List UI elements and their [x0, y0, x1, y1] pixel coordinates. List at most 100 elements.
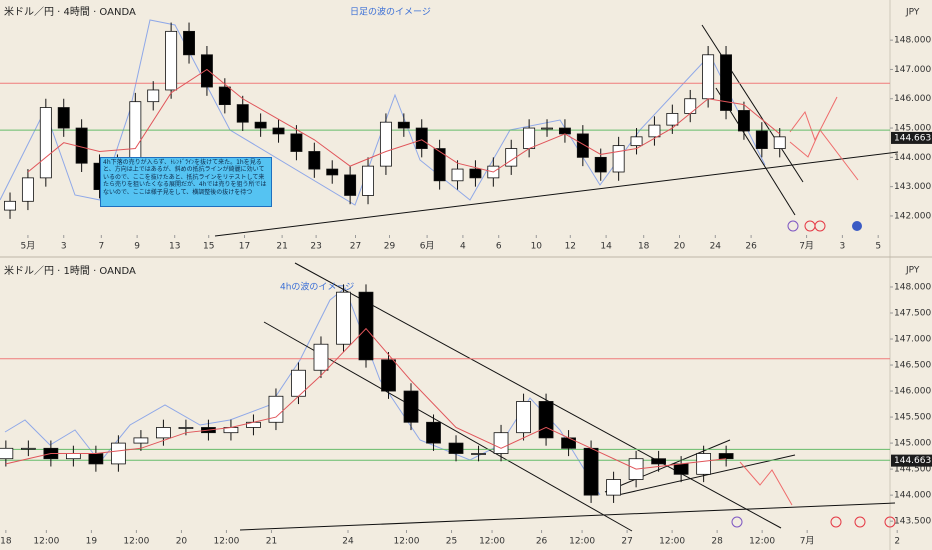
candle-body	[505, 148, 518, 167]
candle-body	[21, 177, 34, 202]
y-tick-label: 147.000	[894, 65, 931, 75]
candle-body	[362, 165, 374, 196]
x-tick-label: 7月	[800, 536, 815, 547]
candle-body	[541, 127, 553, 130]
x-tick-label: 18	[0, 537, 12, 547]
candle-body	[39, 107, 52, 179]
x-tick-label: 23	[310, 242, 321, 252]
x-tick-label: 21	[276, 242, 287, 252]
candle-body	[594, 156, 607, 173]
candle-body	[272, 127, 285, 135]
y-tick-label: 143.500	[894, 517, 931, 527]
x-tick-label: 12:00	[213, 537, 239, 547]
x-tick-label: 24	[710, 242, 722, 252]
candle-body	[156, 427, 171, 439]
candle-body	[469, 168, 482, 179]
candle-body	[129, 101, 142, 164]
candle-body	[612, 145, 625, 173]
x-tick-label: 15	[203, 242, 214, 252]
x-tick-label: 10	[531, 242, 543, 252]
candle-body	[630, 136, 643, 147]
candle-body	[516, 401, 531, 434]
candle-body	[576, 133, 589, 158]
x-tick-label: 5月	[21, 241, 36, 252]
last-price-label: 144.663	[894, 456, 931, 466]
x-tick-label: 12:00	[659, 537, 685, 547]
candle-body	[111, 442, 126, 465]
candle-body	[183, 30, 195, 56]
moving-average	[27, 68, 781, 173]
x-tick-label: 4	[460, 242, 466, 252]
last-price-marker	[891, 454, 932, 467]
x-tick-label: 7月	[799, 241, 814, 252]
candle-body	[344, 174, 357, 196]
candle-body	[254, 121, 267, 129]
moving-average	[5, 327, 727, 470]
forecast-arrow	[739, 461, 793, 506]
candle-body	[451, 168, 464, 182]
candle-body	[0, 447, 14, 460]
note-box: 4h下落の売りが入らず、ﾄﾚﾝﾄﾞﾗｲﾝを抜けて来た。1hを見ると、方向は上では…	[100, 157, 272, 207]
y-tick-label: 147.500	[894, 308, 931, 318]
candle-body	[236, 104, 249, 123]
candle-body	[403, 390, 419, 423]
x-tick-label: 27	[350, 242, 361, 252]
x-tick-label: 13	[169, 242, 180, 252]
x-tick-label: 27	[621, 537, 632, 547]
x-tick-label: 18	[638, 242, 650, 252]
candle-body	[433, 148, 446, 182]
last-price-marker	[891, 131, 932, 144]
x-tick-label: 12:00	[394, 537, 420, 547]
forecast-arrow	[789, 96, 838, 142]
candle-body	[313, 343, 329, 371]
x-tick-label: 12:00	[569, 537, 595, 547]
x-tick-label: 26	[536, 537, 548, 547]
y-tick-label: 142.000	[894, 211, 931, 221]
candle-body	[4, 200, 16, 211]
candle-body	[702, 54, 715, 100]
x-tick-label: 2	[894, 537, 900, 547]
candle-body	[755, 130, 768, 149]
event-icons	[731, 220, 896, 528]
candle-body	[165, 30, 178, 91]
candle-body	[66, 453, 81, 460]
candle-body	[558, 127, 571, 135]
candle-body	[178, 427, 194, 429]
forecast-arrow	[789, 129, 859, 181]
chart-title: 米ドル／円 · 1時間 · OANDA	[4, 264, 136, 277]
candle-body	[448, 442, 464, 454]
x-tick-label: 17	[239, 242, 250, 252]
annotation: 4hの波のイメージ	[280, 281, 354, 293]
candle-body	[773, 136, 786, 149]
candle-body	[606, 479, 621, 496]
x-tick-label: 28	[711, 537, 723, 547]
candle-body	[20, 447, 36, 450]
x-tick-label: 21	[266, 537, 277, 547]
candle-body	[358, 291, 374, 361]
x-tick-label: 7	[98, 242, 104, 252]
x-tick-label: 9	[134, 242, 140, 252]
x-tick-label: 20	[176, 537, 188, 547]
x-tick-label: 12:00	[123, 537, 149, 547]
candle-body	[381, 359, 396, 392]
candle-body	[493, 432, 509, 454]
y-tick-label: 145.000	[894, 124, 931, 134]
x-tick-label: 12:00	[33, 537, 59, 547]
y-tick-label: 144.000	[894, 491, 931, 501]
y-tick-label: 144.000	[894, 153, 931, 163]
candle-body	[561, 437, 576, 449]
trendline	[701, 24, 804, 183]
candle-body	[696, 453, 712, 475]
candle-body	[583, 447, 599, 496]
trendline	[294, 262, 782, 529]
candle-body	[200, 54, 213, 88]
currency: JPY	[905, 266, 920, 276]
candle-body	[88, 453, 104, 465]
y-tick-label: 147.000	[894, 335, 931, 345]
candle-body	[737, 110, 750, 132]
candle-body	[415, 127, 428, 149]
annotation: 日足の波のイメージ	[350, 6, 431, 18]
candle-body	[57, 107, 70, 129]
